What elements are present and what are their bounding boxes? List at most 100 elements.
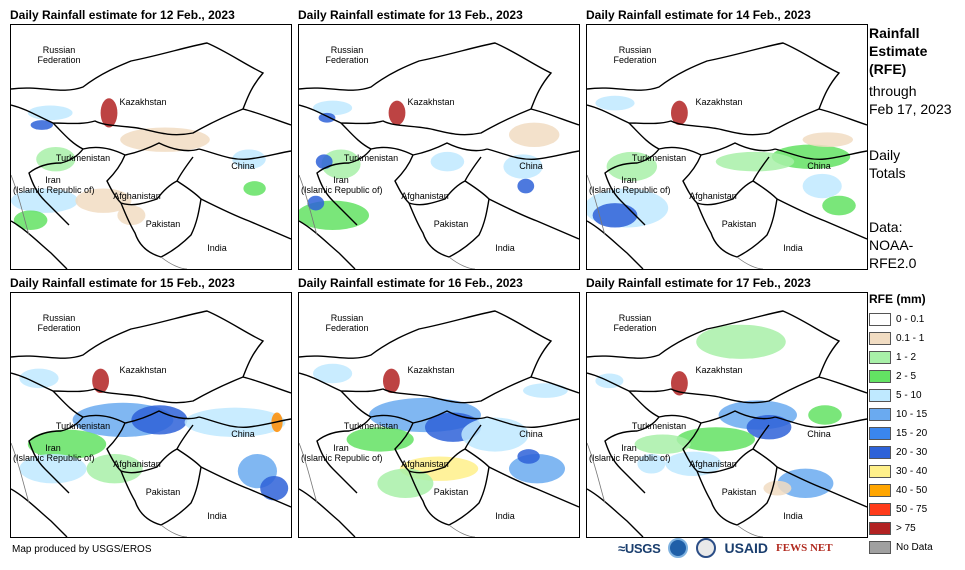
rainfall-area [595, 95, 635, 111]
rainfall-area [131, 405, 188, 435]
legend-item: 40 - 50 [869, 481, 965, 500]
place-label-afghanistan: Afghanistan [113, 459, 161, 469]
place-label-pakistan: Pakistan [433, 219, 469, 229]
legend-title: RFE (mm) [869, 292, 926, 306]
place-label-pakistan: Pakistan [433, 487, 469, 497]
place-label-kazakhstan: Kazakhstan [407, 365, 455, 375]
place-label-turkmenistan: Turkmenistan [55, 153, 111, 163]
panel-title: Daily Rainfall estimate for 17 Feb., 202… [586, 276, 811, 290]
country-border [682, 422, 770, 474]
country-border [486, 148, 579, 161]
country-border [488, 198, 579, 240]
legend-item: 5 - 10 [869, 386, 965, 405]
rainfall-area [313, 100, 353, 116]
legend-label: 0 - 0.1 [896, 314, 925, 325]
legend-item: 50 - 75 [869, 500, 965, 519]
country-border [340, 122, 488, 156]
place-label-pakistan: Pakistan [145, 219, 181, 229]
sidebar-heading-rainfall: Rainfall [869, 25, 920, 41]
sidebar-date: Feb 17, 2023 [869, 101, 952, 117]
place-label-russia: Russian Federation [613, 45, 657, 65]
map-svg [299, 310, 579, 537]
legend-label: 1 - 2 [896, 352, 917, 363]
rainfall-area [243, 181, 266, 196]
place-label-kazakhstan: Kazakhstan [407, 97, 455, 107]
panel-title: Daily Rainfall estimate for 14 Feb., 202… [586, 8, 811, 22]
country-border [696, 180, 778, 258]
country-border [587, 488, 644, 537]
map-svg [11, 42, 291, 269]
country-border [587, 220, 644, 269]
sidebar-data-label: Data: [869, 219, 903, 235]
rainfall-area [606, 151, 657, 182]
rainfall-area [260, 476, 289, 501]
place-label-kazakhstan: Kazakhstan [119, 97, 167, 107]
place-label-afghanistan: Afghanistan [689, 459, 737, 469]
map-panel-4: Daily Rainfall estimate for 15 Feb., 202… [10, 276, 292, 538]
rainfall-map: Russian Federation Kazakhstan Turkmenistan… [586, 24, 868, 270]
place-label-kazakhstan: Kazakhstan [695, 365, 743, 375]
rainfall-area [802, 132, 853, 147]
sidebar-heading-rfe: (RFE) [869, 61, 907, 77]
legend-item: 0 - 0.1 [869, 310, 965, 329]
country-border [316, 148, 372, 226]
legend-item: 0.1 - 1 [869, 329, 965, 348]
place-label-china: China [519, 161, 543, 171]
place-label-russia: Russian Federation [613, 313, 657, 333]
place-label-iran: Iran (Islamic Republic of) [13, 443, 95, 463]
place-label-kazakhstan: Kazakhstan [695, 97, 743, 107]
legend-label: 10 - 15 [896, 409, 928, 420]
coastline [299, 174, 476, 269]
rainfall-area [377, 468, 434, 498]
country-border [200, 466, 291, 508]
place-label-pakistan: Pakistan [145, 487, 181, 497]
rainfall-area [634, 434, 691, 455]
rainfall-area [671, 100, 688, 126]
rainfall-area [808, 405, 842, 425]
coastline [587, 174, 764, 269]
place-label-turkmenistan: Turkmenistan [343, 153, 399, 163]
place-label-china: China [807, 161, 831, 171]
panel-title: Daily Rainfall estimate for 15 Feb., 202… [10, 276, 235, 290]
rainfall-area [13, 210, 48, 230]
legend-swatch [869, 484, 891, 497]
country-border [200, 198, 291, 240]
coastline [11, 174, 188, 269]
country-border [628, 122, 776, 156]
country-border [198, 148, 291, 161]
country-border [408, 448, 490, 526]
country-border [530, 108, 579, 126]
map-panel-6: Daily Rainfall estimate for 17 Feb., 202… [586, 276, 868, 538]
country-border [120, 448, 202, 526]
map-svg [587, 310, 867, 537]
rainfall-area [86, 454, 143, 484]
rainfall-area [30, 120, 53, 130]
rainfall-area [100, 98, 118, 128]
rainfall-map: Russian Federation Kazakhstan Turkmenistan… [298, 292, 580, 538]
rainfall-area [802, 173, 842, 199]
place-label-turkmenistan: Turkmenistan [631, 153, 687, 163]
legend-label: 5 - 10 [896, 390, 922, 401]
rainfall-area [27, 105, 73, 121]
legend-label: 30 - 40 [896, 466, 928, 477]
legend-label: 40 - 50 [896, 485, 928, 496]
sidebar-daily: Daily [869, 147, 901, 163]
rainfall-area [184, 407, 286, 437]
place-label-iran: Iran (Islamic Republic of) [589, 443, 671, 463]
country-border [818, 376, 867, 394]
rainfall-map: Russian Federation Kazakhstan Turkmenistan… [586, 292, 868, 538]
country-border [242, 376, 291, 394]
country-border [530, 376, 579, 394]
sidebar-totals: Totals [869, 165, 906, 181]
rainfall-area [307, 195, 325, 211]
state-department-seal-icon [696, 538, 717, 558]
country-border [394, 422, 482, 474]
place-label-india: India [495, 243, 515, 253]
place-label-pakistan: Pakistan [721, 487, 757, 497]
coastline [11, 442, 188, 537]
rainfall-area [517, 449, 540, 464]
usaid-logo: USAID [724, 540, 769, 556]
rainfall-area [19, 368, 59, 389]
rainfall-area [388, 100, 406, 126]
legend-swatch [869, 351, 891, 364]
